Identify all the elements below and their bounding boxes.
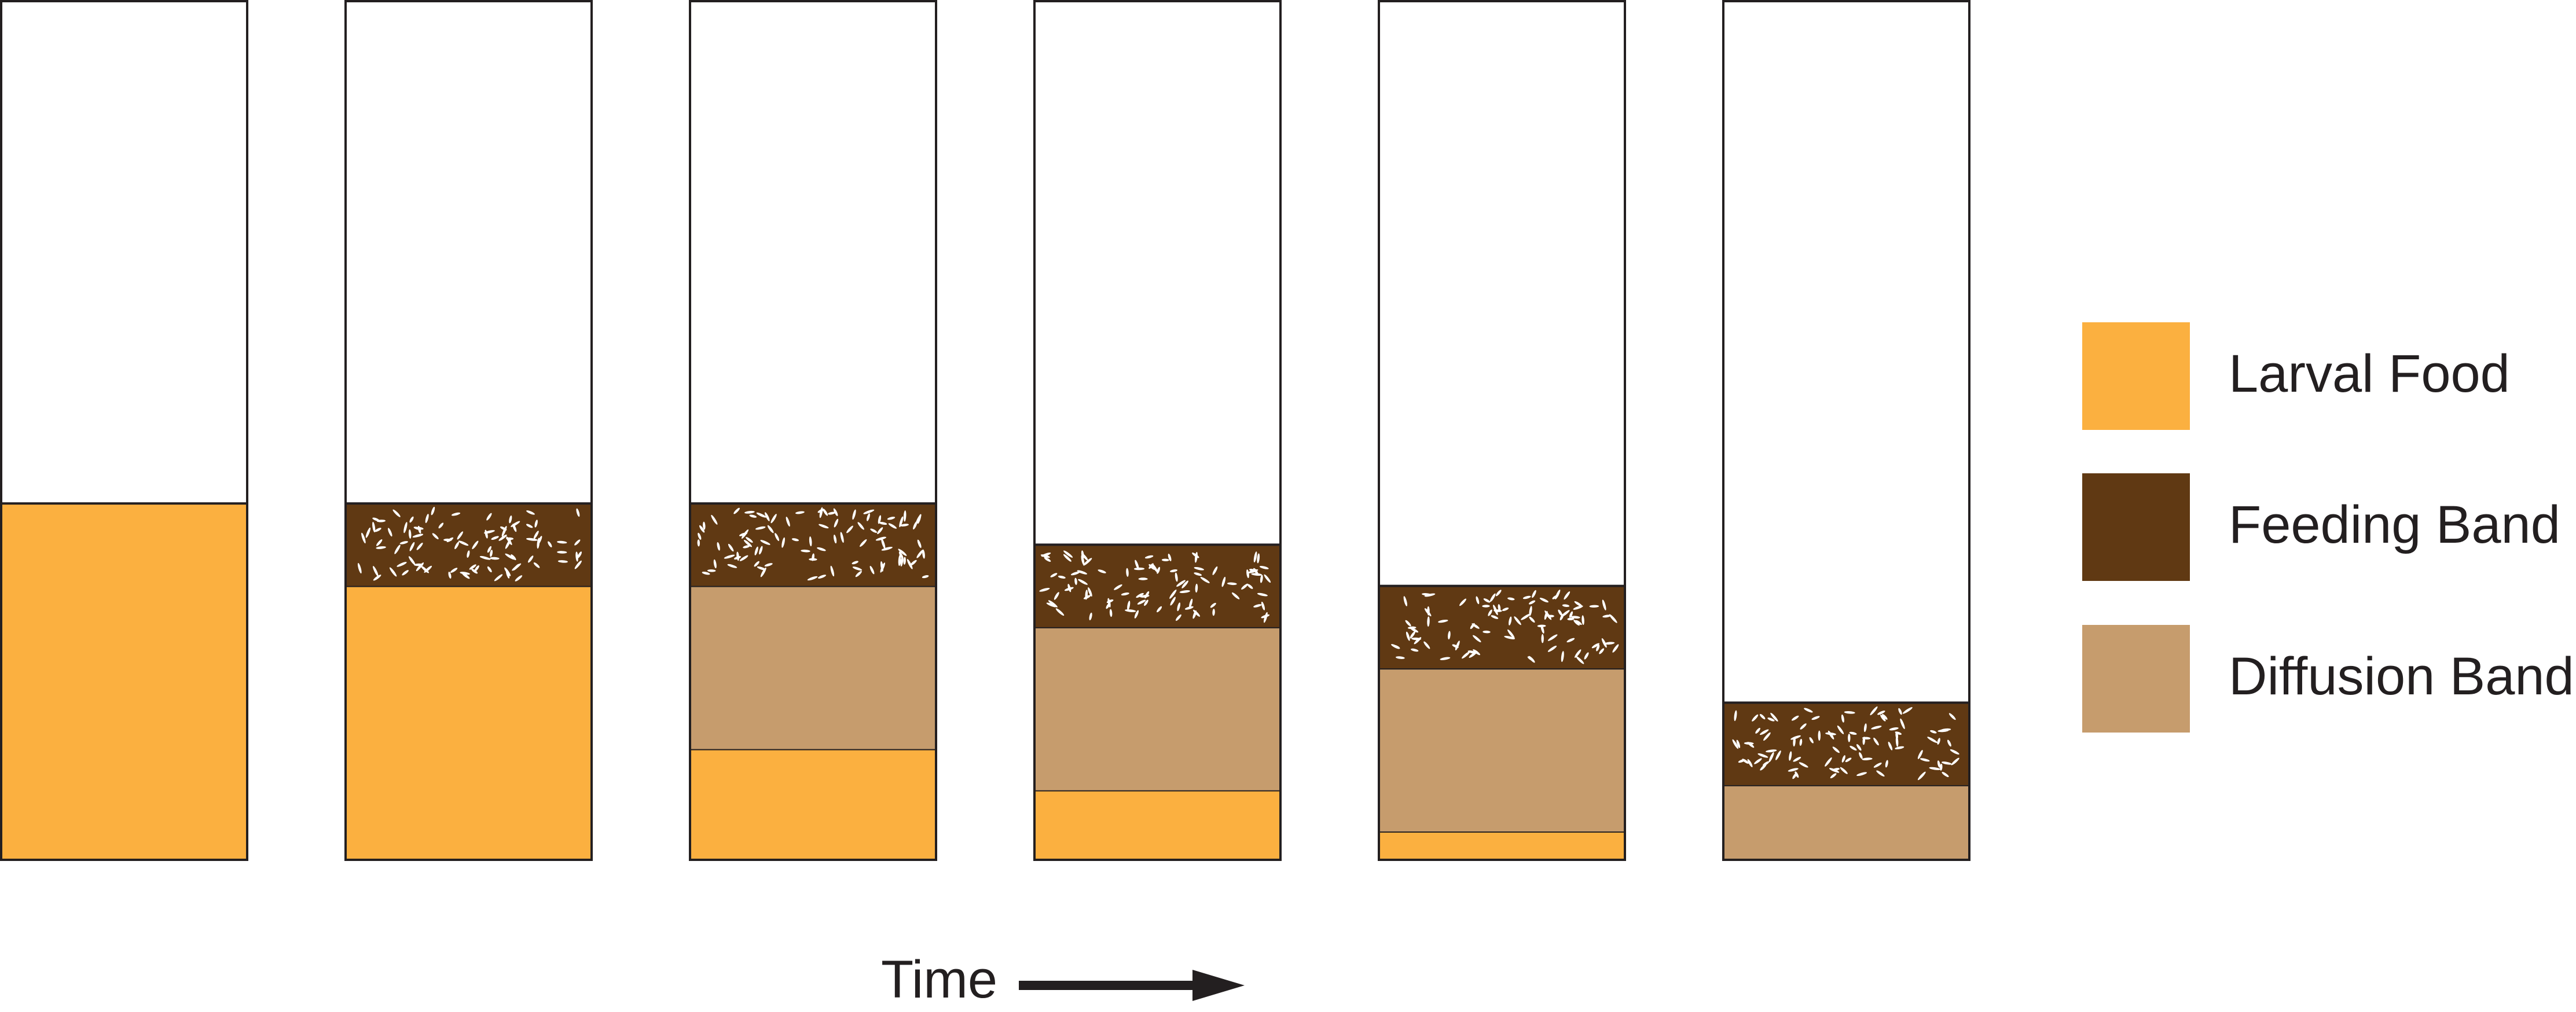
layer-diffusion-band	[1379, 668, 1625, 832]
legend-label-feeding-band: Feeding Band	[2229, 495, 2560, 554]
tube-outline	[344, 0, 593, 861]
tube-outline	[1378, 0, 1626, 861]
legend-item-larval-food: Larval Food	[2082, 322, 2510, 430]
feeding-particles	[1732, 706, 1959, 781]
right-arrow-icon	[1019, 970, 1245, 1001]
layer-larval-food	[1, 503, 247, 860]
legend-item-diffusion-band: Diffusion Band	[2082, 625, 2574, 733]
tube-outline	[0, 0, 248, 861]
legend-label-larval-food: Larval Food	[2229, 344, 2510, 403]
tube-stage-4	[1033, 0, 1282, 861]
tube-stage-3	[689, 0, 937, 861]
layer-diffusion-band	[1034, 627, 1280, 790]
layer-diffusion-band	[1723, 785, 1969, 860]
layer-diffusion-band	[690, 586, 936, 749]
tube-stage-5	[1378, 0, 1626, 861]
layer-feeding-band	[1379, 586, 1625, 669]
tubes-group	[0, 0, 1970, 861]
legend-label-diffusion-band: Diffusion Band	[2229, 647, 2574, 706]
layer-larval-food	[690, 749, 936, 860]
tube-stage-2	[344, 0, 593, 861]
feeding-particles	[357, 506, 582, 582]
tube-stage-1	[0, 0, 248, 861]
tube-outline	[1722, 0, 1970, 861]
time-axis: Time	[881, 950, 1245, 1009]
layer-larval-food	[1379, 831, 1625, 860]
layer-larval-food	[346, 586, 592, 860]
legend-swatch-feeding-band	[2082, 473, 2190, 581]
legend: Larval Food Feeding Band Diffusion Band	[2082, 322, 2574, 733]
layer-feeding-band	[690, 503, 936, 586]
feeding-particles	[697, 507, 929, 581]
feeding-particles	[1391, 589, 1619, 664]
tube-outline	[1033, 0, 1282, 861]
time-label: Time	[881, 950, 997, 1009]
tube-outline	[689, 0, 937, 861]
layer-feeding-band	[1034, 544, 1280, 627]
legend-swatch-larval-food	[2082, 322, 2190, 430]
legend-swatch-diffusion-band	[2082, 625, 2190, 733]
feeding-particles	[1039, 550, 1271, 623]
layer-larval-food	[1034, 790, 1280, 860]
legend-item-feeding-band: Feeding Band	[2082, 473, 2560, 581]
tube-stage-6	[1722, 0, 1970, 861]
